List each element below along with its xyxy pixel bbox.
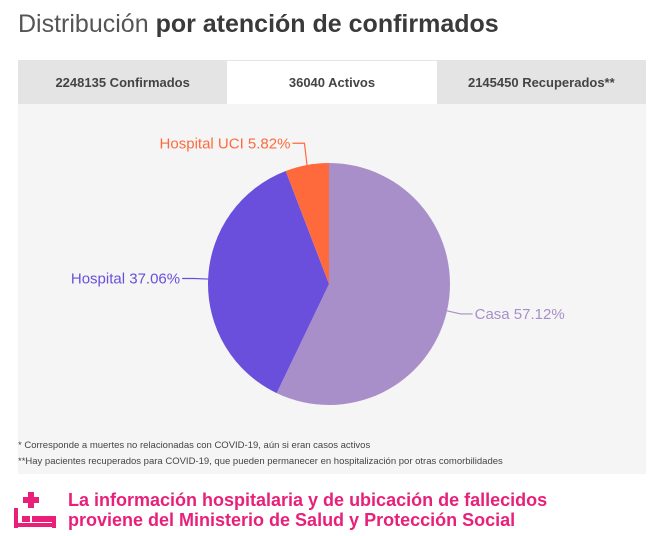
pie-slice-hospital-uci[interactable]	[285, 163, 329, 284]
pie-leader-line	[182, 277, 209, 280]
tab-recuperados[interactable]: 2145450 Recuperados**	[467, 74, 615, 90]
chart-title-light: Distribución	[18, 10, 149, 38]
chart-title: Distribución por atención de confirmados	[18, 10, 499, 39]
footnote-1: * Corresponde a muertes no relacionadas …	[18, 440, 371, 451]
pie-slice-casa[interactable]	[276, 163, 450, 406]
tab-confirmados[interactable]: 2248135 Confirmados	[55, 74, 190, 90]
footnotes: * Corresponde a muertes no relacionadas …	[18, 438, 646, 470]
pie-leader-line	[446, 310, 473, 315]
pie-slice-label: Hospital 37.06%	[71, 270, 180, 287]
source-text-line1: La información hospitalaria y de ubicaci…	[68, 490, 548, 510]
tab-activos[interactable]: 36040 Activos	[227, 60, 437, 104]
pie-slice-hospital[interactable]	[208, 171, 329, 394]
source-banner: La información hospitalaria y de ubicaci…	[14, 490, 644, 534]
hospital-bed-icon	[14, 492, 56, 528]
pie-slice-label: Casa 57.12%	[475, 306, 565, 323]
chart-title-bold: por atención de confirmados	[155, 10, 499, 38]
footnote-2: **Hay pacientes recuperados para COVID-1…	[18, 456, 503, 467]
chart-panel: Casa 57.12% Hospital 37.06% Hospital UCI 5…	[18, 104, 646, 474]
tab-bar: 2248135 Confirmados 36040 Activos 214545…	[18, 60, 646, 104]
pie-slice-label: Hospital UCI 5.82%	[160, 135, 291, 152]
source-text: La información hospitalaria y de ubicaci…	[68, 490, 547, 530]
pie-chart: Casa 57.12% Hospital 37.06% Hospital UCI 5…	[71, 135, 565, 406]
source-text-line2: proviene del Ministerio de Salud y Prote…	[68, 510, 516, 530]
pie-leader-line	[292, 142, 308, 166]
